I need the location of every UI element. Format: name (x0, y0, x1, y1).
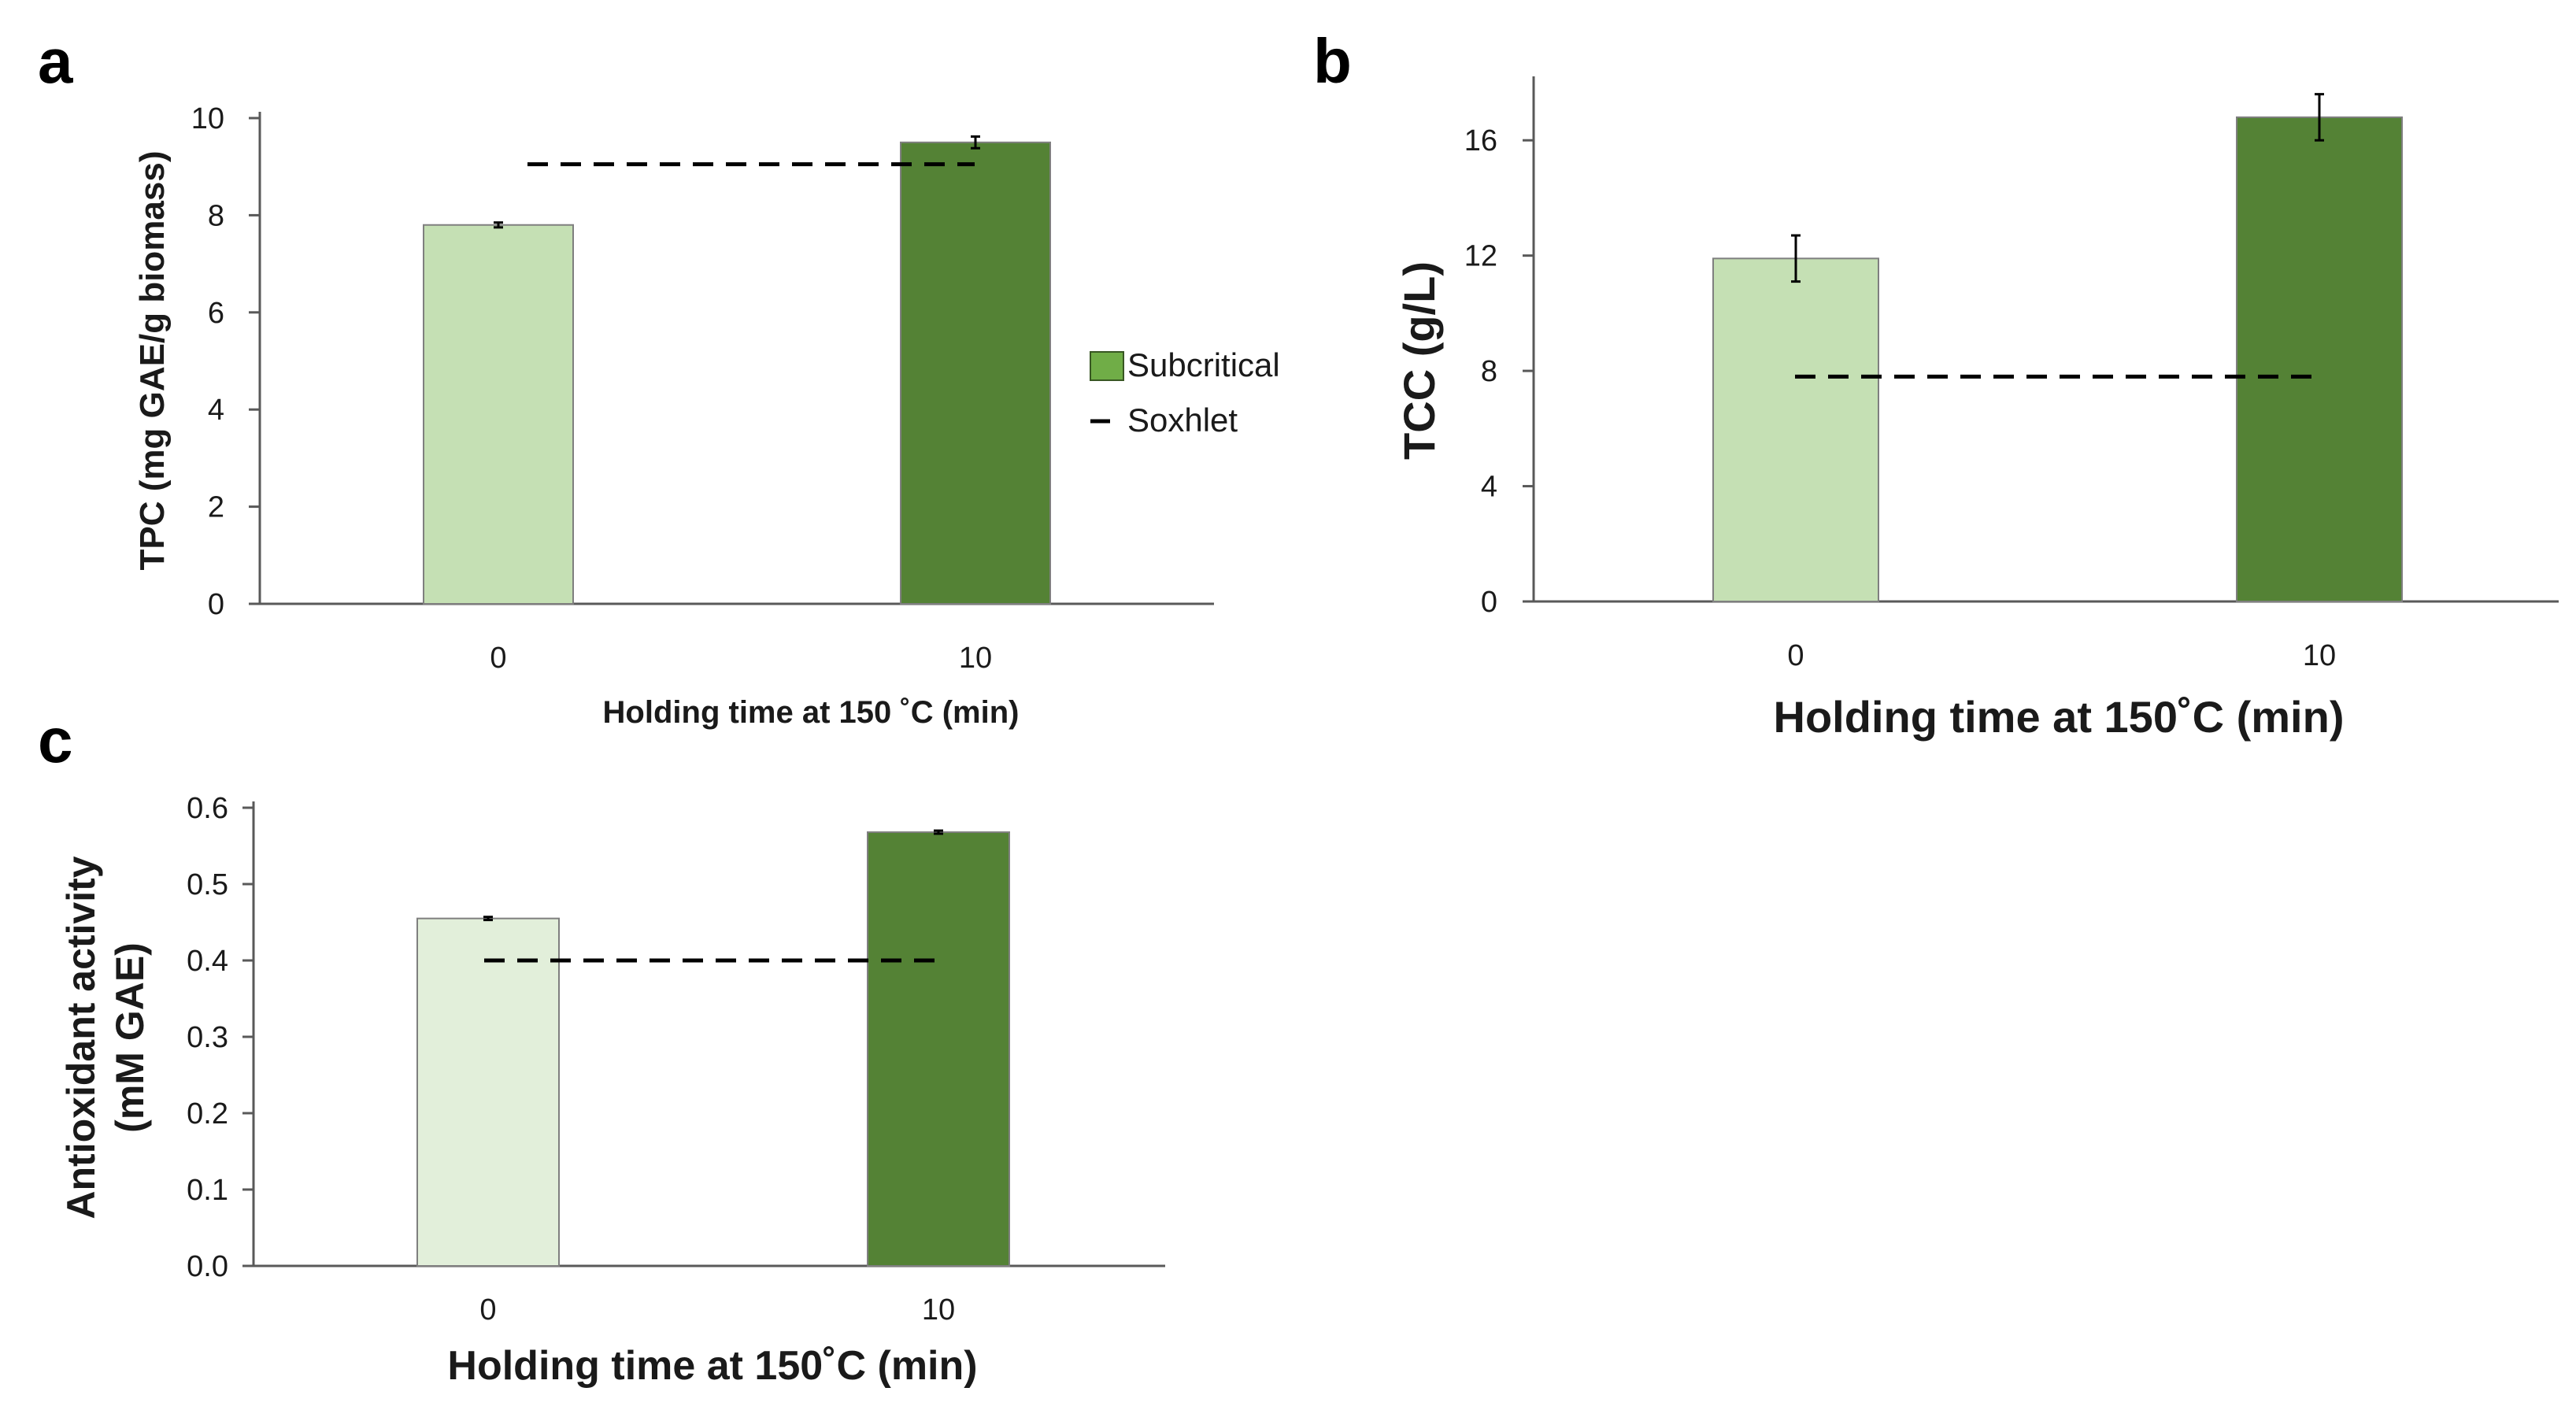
panel-b-y-axis-label: TCC (g/L) (1394, 261, 1444, 460)
panel-a-x-axis-label: Holding time at 150 ˚C (min) (603, 695, 1020, 730)
panel-b-chart: 0 4 8 12 16 0 10 Holding time at 150˚C (min) TCC… (1394, 76, 2559, 742)
panel-a-bar-0 (423, 224, 574, 605)
panel-c-x-tick-label: 10 (922, 1293, 955, 1327)
panel-c-x-tick-label: 0 (479, 1293, 496, 1327)
panel-b-y-tick-label: 4 (1481, 471, 1497, 504)
panel-a-y-tick-label: 4 (208, 394, 224, 427)
legend-soxhlet-label: Soxhlet (1127, 402, 1238, 439)
panel-a-chart: 0 2 4 6 8 10 0 10 Holding time at 150 ˚C (min) TP… (133, 102, 1214, 730)
panel-b-y-tick-label: 16 (1464, 124, 1497, 157)
panel-a-bar-10 (900, 141, 1051, 605)
legend: Subcritical Soxhlet (1090, 346, 1280, 439)
panel-a-y-tick-label: 0 (208, 588, 224, 621)
panel-a-y-axis-label: TPC (mg GAE/g biomass) (133, 151, 172, 571)
panel-a-y-tick-label: 6 (208, 297, 224, 330)
panel-c-y-axis-label-line2: (mM GAE) (108, 942, 152, 1133)
panel-a-y-tick-label: 8 (208, 199, 224, 232)
panel-b-bar-10 (2236, 116, 2403, 602)
panel-a-x-tick-label: 10 (959, 642, 992, 675)
panel-c-bar-10 (867, 831, 1010, 1267)
panel-c-y-axis-label: Antioxidant activity (59, 856, 103, 1219)
panel-label-b: b (1313, 26, 1352, 96)
panel-c-bar-0 (416, 917, 560, 1267)
panel-c-chart: 0.0 0.1 0.2 0.3 0.4 0.5 0.6 0 10 Holding time at … (59, 792, 1165, 1389)
legend-subcritical-swatch (1090, 351, 1124, 381)
panel-c-y-tick-label: 0.3 (187, 1021, 228, 1054)
panel-c-y-tick-label: 0.0 (187, 1250, 228, 1283)
panel-a-y-tick-label: 2 (208, 491, 224, 524)
panel-c-y-tick-label: 0.6 (187, 792, 228, 825)
panel-b-bar-0 (1712, 257, 1879, 602)
panel-c-y-tick-label: 0.5 (187, 868, 228, 901)
panel-b-x-tick-label: 10 (2303, 639, 2336, 672)
legend-subcritical-label: Subcritical (1127, 346, 1280, 383)
panel-c-y-tick-label: 0.1 (187, 1174, 228, 1207)
panel-b-y-tick-label: 12 (1464, 240, 1497, 273)
panel-c-y-tick-label: 0.4 (187, 945, 228, 978)
panel-b-y-tick-label: 0 (1481, 586, 1497, 619)
panel-c-x-axis-label: Holding time at 150˚C (min) (447, 1343, 977, 1389)
panel-b-x-tick-label: 0 (1787, 639, 1804, 672)
panel-label-c: c (38, 705, 73, 775)
panel-c-y-tick-label: 0.2 (187, 1097, 228, 1131)
panel-a-y-tick-label: 10 (191, 102, 224, 135)
panel-label-a: a (38, 26, 73, 96)
panel-b-y-tick-label: 8 (1481, 355, 1497, 388)
panel-b-x-axis-label: Holding time at 150˚C (min) (1774, 692, 2345, 742)
panel-a-x-tick-label: 0 (490, 642, 506, 675)
